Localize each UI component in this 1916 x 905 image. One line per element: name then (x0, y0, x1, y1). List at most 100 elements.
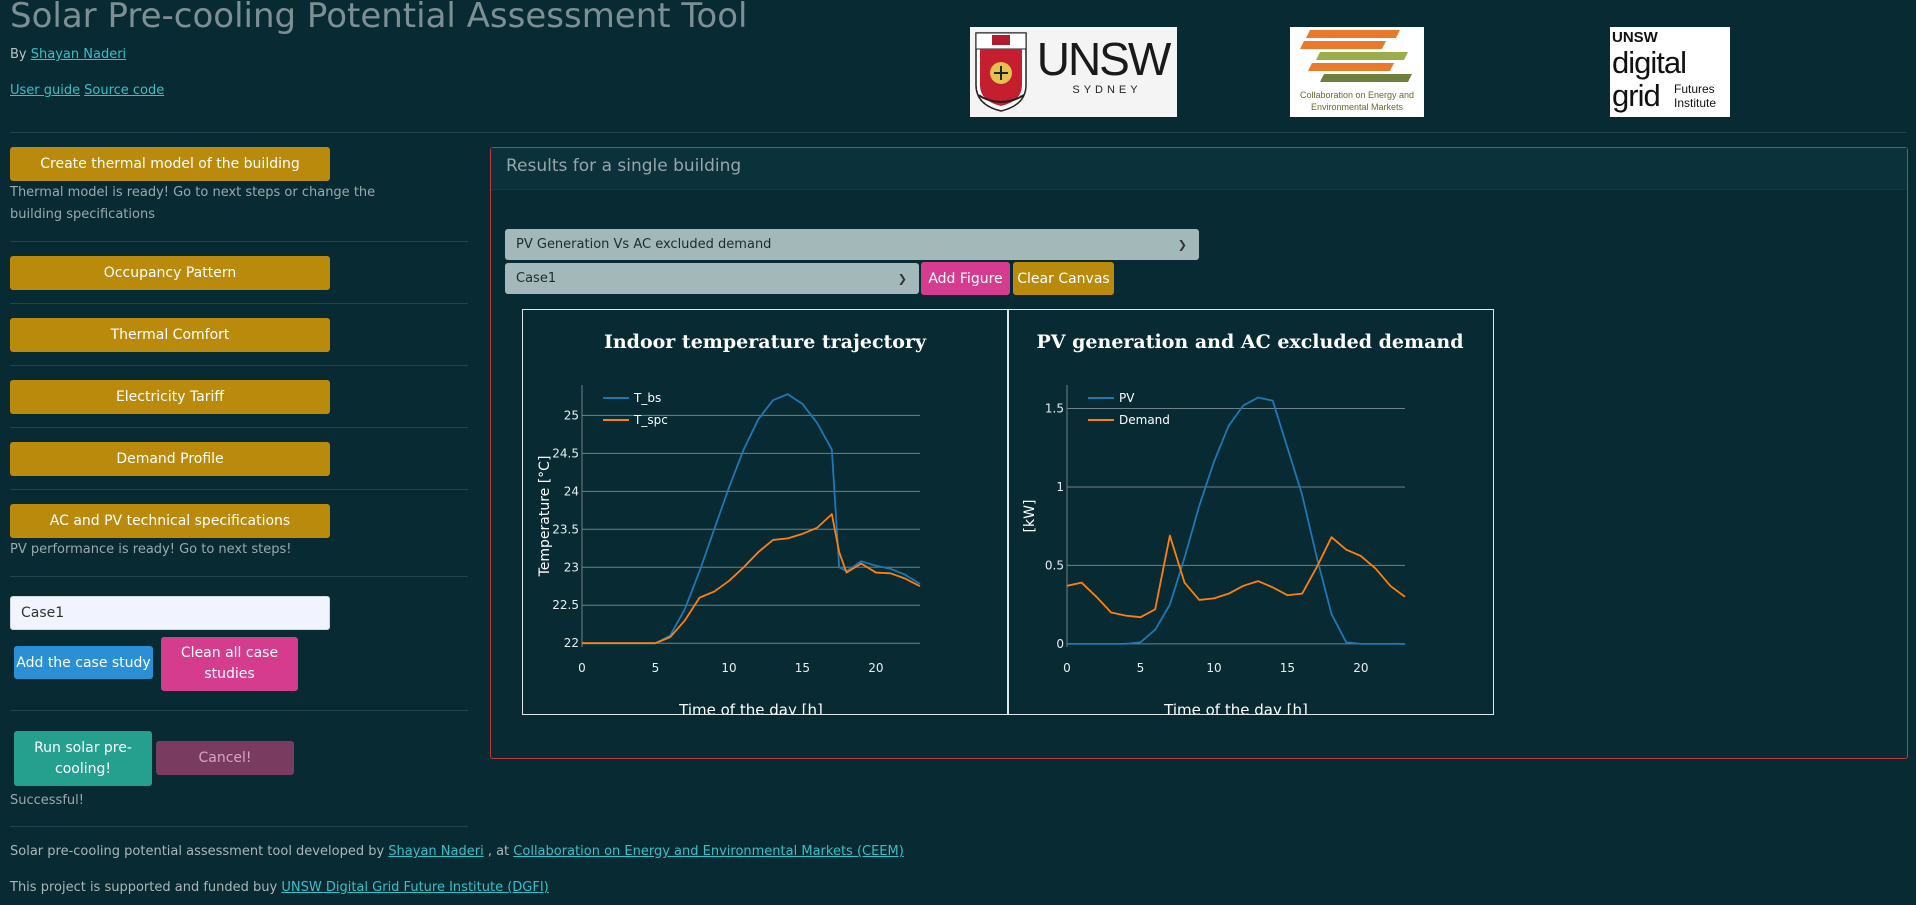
series-line-t-spc (582, 513, 921, 645)
header-divider (10, 132, 1906, 133)
series-line-demand (1066, 534, 1406, 619)
run-solar-precooling-button[interactable]: Run solar pre-cooling! (14, 731, 152, 786)
x-axis-label: Time of the day [h] (678, 701, 823, 714)
dgfi-grid: grid (1612, 78, 1660, 113)
chart-title: Indoor temperature trajectory (604, 331, 927, 353)
x-tick-label: 0 (1063, 661, 1071, 675)
legend-label: T_spc (633, 413, 668, 427)
author-link[interactable]: Shayan Naderi (30, 47, 127, 62)
sidebar-divider (10, 710, 468, 711)
y-tick-label: 24 (564, 484, 579, 498)
y-tick-label: 1 (1056, 480, 1064, 494)
figure-type-select[interactable]: PV Generation Vs AC excluded demand ❯ (505, 229, 1199, 260)
create-thermal-model-button[interactable]: Create thermal model of the building (10, 147, 330, 181)
x-tick-label: 20 (868, 661, 883, 675)
dgfi-digital: digital (1612, 45, 1686, 80)
pv-demand-chart: PV generation and AC excluded demand 0 0.5… (1007, 309, 1494, 715)
results-panel: Results for a single building (490, 147, 1908, 759)
dgfi-institute: Institute (1674, 96, 1716, 110)
temperature-chart: Indoor temperature trajectory 22 22.5 23 23.… (522, 309, 1009, 715)
figure-type-value: PV Generation Vs AC excluded demand (516, 237, 772, 252)
page-title: Solar Pre-cooling Potential Assessment T… (10, 0, 748, 36)
results-panel-title: Results for a single building (491, 148, 1907, 190)
ceem-line1: Collaboration on Energy and (1300, 90, 1414, 100)
legend-label: T_bs (633, 391, 661, 405)
legend-label: Demand (1119, 413, 1170, 427)
x-tick-label: 5 (1137, 661, 1145, 675)
clear-canvas-button[interactable]: Clear Canvas (1013, 262, 1114, 295)
dgfi-unsw: UNSW (1612, 29, 1659, 46)
chevron-down-icon: ❯ (1177, 238, 1187, 251)
dgfi-logo[interactable]: UNSW digital grid Futures Institute (1610, 27, 1730, 117)
sidebar-divider (10, 303, 468, 304)
series-line-pv (1067, 396, 1405, 645)
header-links: User guide Source code (10, 83, 168, 98)
footer-funding: This project is supported and funded buy… (10, 880, 549, 895)
x-tick-label: 0 (578, 661, 586, 675)
occupancy-pattern-button[interactable]: Occupancy Pattern (10, 256, 330, 290)
x-tick-label: 10 (1206, 661, 1221, 675)
y-tick-label: 0 (1056, 637, 1064, 651)
sydney-wordmark: SYDNEY (1072, 84, 1141, 96)
run-status: Successful! (10, 793, 84, 808)
x-tick-label: 15 (1280, 661, 1295, 675)
sidebar-divider (10, 427, 468, 428)
chevron-down-icon: ❯ (897, 272, 907, 285)
chart-title: PV generation and AC excluded demand (1036, 331, 1463, 353)
dgfi-futures: Futures (1674, 82, 1715, 96)
unsw-sydney-logo[interactable]: UNSW SYDNEY (970, 27, 1177, 117)
pv-status: PV performance is ready! Go to next step… (10, 542, 292, 557)
footer-author-link[interactable]: Shayan Naderi (388, 844, 484, 859)
y-axis-label: [kW] (1022, 500, 1038, 533)
user-guide-link[interactable]: User guide (10, 83, 81, 98)
pv-demand-chart-svg: PV generation and AC excluded demand 0 0.5… (1022, 331, 1464, 714)
sidebar-divider (10, 489, 468, 490)
case-name-input[interactable] (10, 596, 330, 630)
x-tick-label: 10 (721, 661, 736, 675)
x-tick-label: 5 (652, 661, 660, 675)
temperature-chart-svg: Indoor temperature trajectory 22 22.5 23 23.… (537, 331, 927, 714)
y-tick-label: 23 (564, 560, 579, 574)
series-line-t-bs (582, 393, 921, 645)
add-case-study-button[interactable]: Add the case study (14, 646, 153, 679)
case-select[interactable]: Case1 ❯ (505, 263, 919, 294)
add-figure-button[interactable]: Add Figure (921, 262, 1010, 295)
x-tick-label: 20 (1353, 661, 1368, 675)
thermal-model-status: Thermal model is ready! Go to next steps… (10, 185, 376, 222)
sidebar-divider (10, 826, 468, 827)
sidebar: Create thermal model of the building The… (10, 147, 468, 577)
cancel-button[interactable]: Cancel! (156, 741, 294, 775)
ac-pv-specs-button[interactable]: AC and PV technical specifications (10, 504, 330, 538)
x-axis-label: Time of the day [h] (1163, 701, 1308, 714)
ceem-logo[interactable]: Collaboration on Energy and Environmenta… (1290, 27, 1424, 117)
legend-label: PV (1119, 391, 1135, 405)
y-tick-label: 22.5 (552, 598, 579, 612)
sidebar-divider (10, 365, 468, 366)
ceem-line2: Environmental Markets (1311, 102, 1404, 112)
source-code-link[interactable]: Source code (84, 83, 165, 98)
electricity-tariff-button[interactable]: Electricity Tariff (10, 380, 330, 414)
y-tick-label: 25 (564, 408, 579, 422)
y-tick-label: 1.5 (1045, 402, 1064, 416)
case-select-value: Case1 (516, 271, 557, 286)
x-tick-label: 15 (795, 661, 810, 675)
y-tick-label: 0.5 (1045, 558, 1064, 572)
footer-funding-prefix: This project is supported and funded buy (10, 880, 278, 895)
sidebar-divider (10, 241, 468, 242)
footer-credit-prefix: Solar pre-cooling potential assessment t… (10, 844, 385, 859)
y-tick-label: 22 (564, 636, 579, 650)
clean-case-studies-button[interactable]: Clean all case studies (161, 637, 298, 691)
byline-prefix: By (10, 47, 27, 62)
y-tick-label: 23.5 (552, 522, 579, 536)
y-axis-label: Temperature [°C] (537, 456, 553, 578)
footer-credit-mid: , at (487, 844, 510, 859)
y-tick-label: 24.5 (552, 446, 579, 460)
byline: By Shayan Naderi (10, 47, 126, 62)
unsw-wordmark: UNSW (1037, 33, 1172, 85)
footer-credit: Solar pre-cooling potential assessment t… (10, 844, 904, 859)
demand-profile-button[interactable]: Demand Profile (10, 442, 330, 476)
thermal-comfort-button[interactable]: Thermal Comfort (10, 318, 330, 352)
dgfi-link[interactable]: UNSW Digital Grid Future Institute (DGFI… (281, 880, 549, 895)
sidebar-divider (10, 576, 468, 577)
ceem-link[interactable]: Collaboration on Energy and Environmenta… (513, 844, 904, 859)
